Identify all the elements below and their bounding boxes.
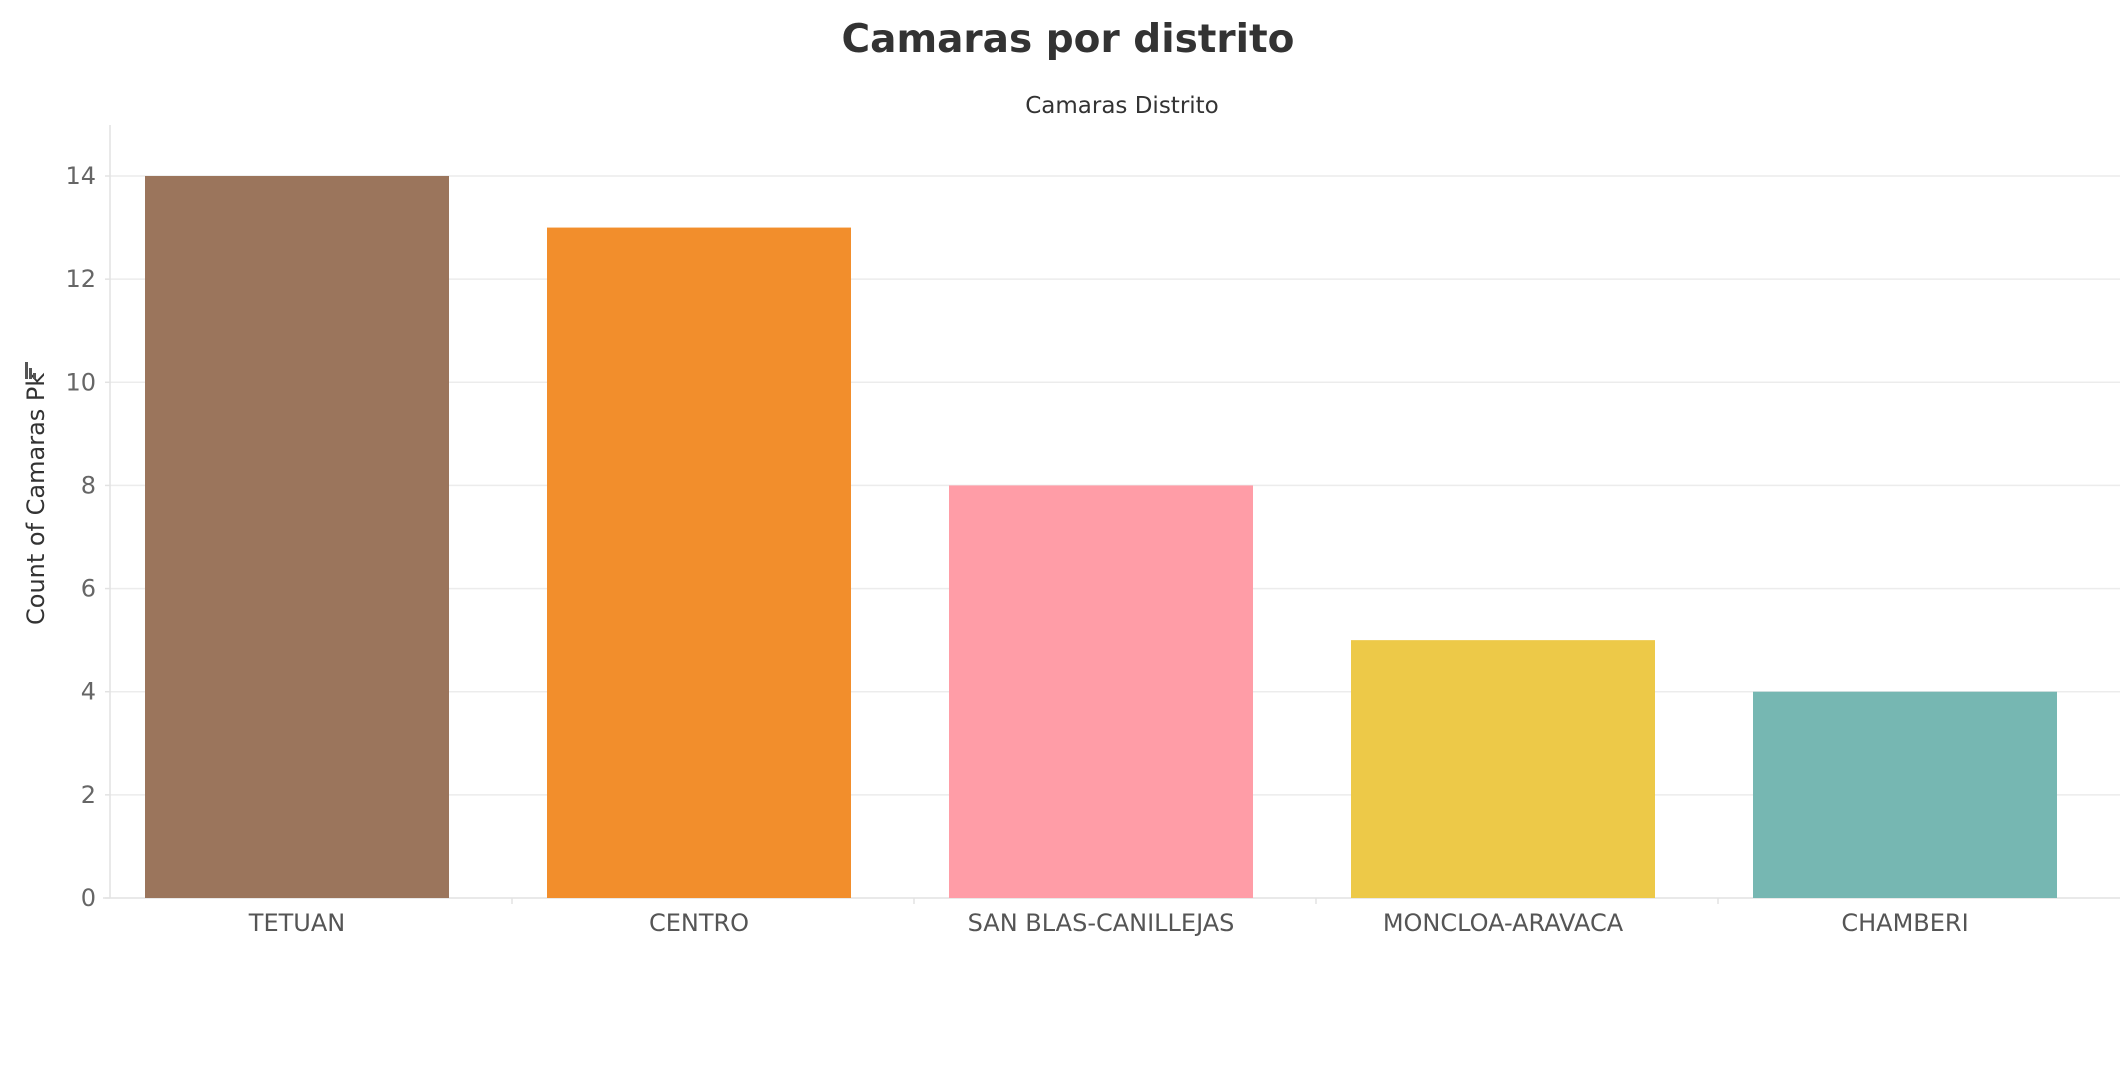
y-tick-label: 4 — [81, 678, 96, 706]
y-axis-title: Count of Camaras Pk — [22, 373, 50, 625]
y-tick-label: 6 — [81, 575, 96, 603]
x-tick-label: CENTRO — [649, 909, 749, 937]
x-tick-label: SAN BLAS-CANILLEJAS — [968, 909, 1235, 937]
x-tick-label: MONCLOA-ARAVACA — [1383, 909, 1624, 937]
y-tick-label: 2 — [81, 781, 96, 809]
bar-moncloa-aravaca[interactable] — [1351, 640, 1655, 898]
bars — [145, 176, 2057, 899]
sort-descending-icon[interactable] — [25, 362, 36, 379]
chart-subtitle: Camaras Distrito — [1025, 93, 1219, 119]
y-tick-label: 14 — [65, 162, 96, 190]
y-tick-label: 10 — [65, 368, 96, 396]
bar-tetuan[interactable] — [145, 176, 449, 898]
y-tick-labels: 0 2 4 6 8 10 12 14 — [65, 162, 96, 912]
bar-centro[interactable] — [547, 227, 851, 899]
x-tick-label: TETUAN — [248, 909, 345, 937]
bar-chamberi[interactable] — [1753, 691, 2057, 898]
y-tick-label: 0 — [81, 884, 96, 912]
y-tick-label: 8 — [81, 471, 96, 499]
chart-title: Camaras por distrito — [842, 17, 1295, 62]
bar-san-blas-canillejas[interactable] — [949, 485, 1253, 898]
x-tick-label: CHAMBERI — [1841, 909, 1968, 937]
y-tick-label: 12 — [65, 265, 96, 293]
x-tick-labels: TETUAN CENTRO SAN BLAS-CANILLEJAS MONCLOA-A… — [248, 898, 1969, 937]
y-axis-title-group: Count of Camaras Pk — [22, 373, 50, 625]
